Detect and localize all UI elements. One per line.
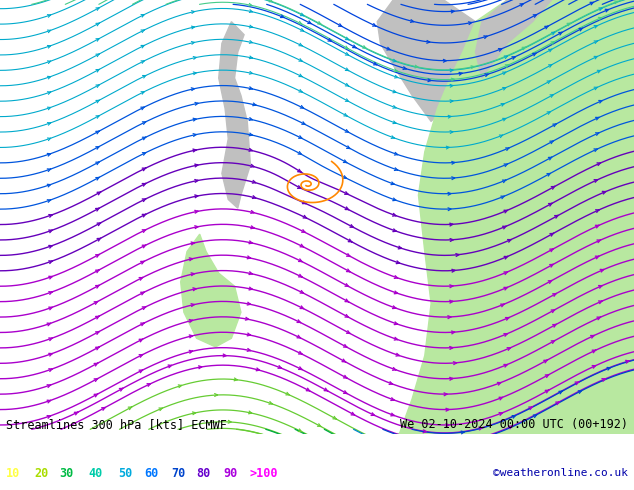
Text: 80: 80 (197, 466, 210, 480)
Polygon shape (476, 0, 552, 78)
Text: 50: 50 (118, 466, 132, 480)
Text: 90: 90 (223, 466, 237, 480)
Text: 10: 10 (6, 466, 20, 480)
Text: We 02-10-2024 00:00 UTC (00+192): We 02-10-2024 00:00 UTC (00+192) (399, 418, 628, 431)
Polygon shape (181, 234, 241, 347)
Text: Streamlines 300 hPa [kts] ECMWF: Streamlines 300 hPa [kts] ECMWF (6, 418, 227, 431)
Polygon shape (219, 22, 250, 208)
Polygon shape (393, 0, 634, 434)
Text: 40: 40 (89, 466, 103, 480)
Polygon shape (377, 0, 476, 122)
Text: ©weatheronline.co.uk: ©weatheronline.co.uk (493, 468, 628, 478)
Text: 70: 70 (171, 466, 185, 480)
Text: 20: 20 (34, 466, 48, 480)
Text: >100: >100 (250, 466, 278, 480)
Text: 60: 60 (145, 466, 158, 480)
Text: 30: 30 (60, 466, 74, 480)
